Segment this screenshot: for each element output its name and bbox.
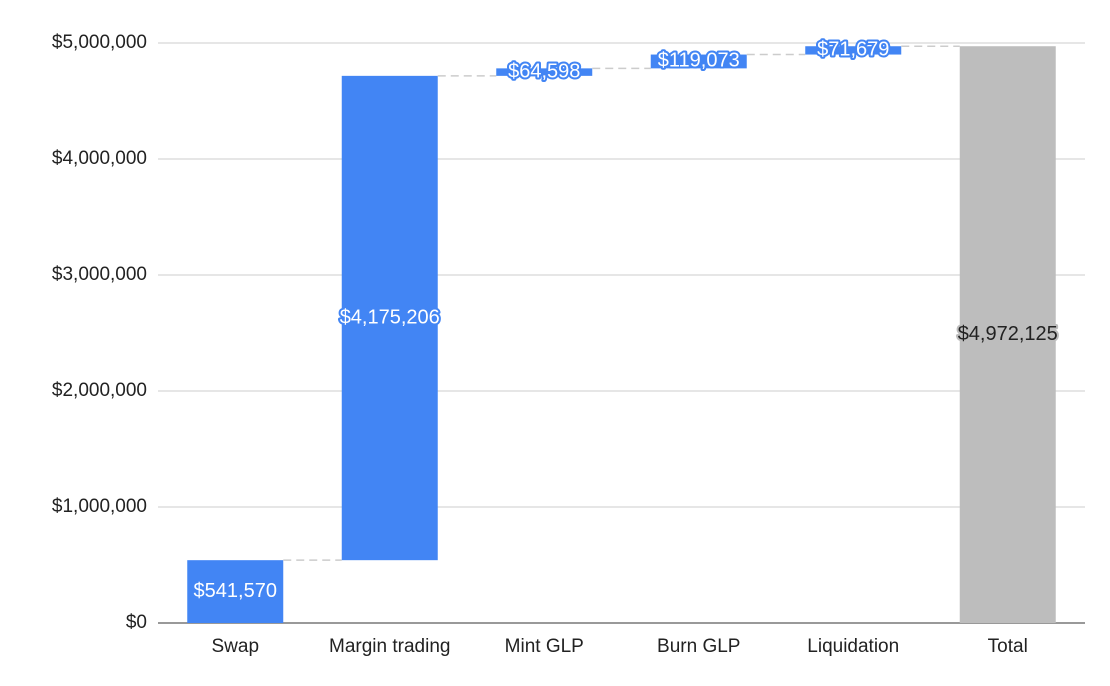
y-tick-label: $4,000,000 xyxy=(52,148,147,169)
x-tick-label: Swap xyxy=(211,636,259,657)
value-label: $4,175,206 xyxy=(340,306,440,328)
bar xyxy=(650,54,747,69)
value-label: $119,073 xyxy=(658,50,740,72)
x-tick-label: Margin trading xyxy=(329,636,450,657)
bar xyxy=(187,560,284,623)
value-label: $4,972,125 xyxy=(958,323,1058,345)
y-tick-label: $3,000,000 xyxy=(52,264,147,285)
y-tick-label: $2,000,000 xyxy=(52,380,147,401)
y-tick-label: $0 xyxy=(126,612,147,633)
x-tick-label: Burn GLP xyxy=(657,636,740,657)
y-tick-label: $1,000,000 xyxy=(52,496,147,517)
value-label: $541,570 xyxy=(194,580,277,602)
total-bar xyxy=(959,46,1056,623)
bar xyxy=(341,75,438,561)
x-tick-label: Mint GLP xyxy=(505,636,584,657)
bar xyxy=(805,46,902,55)
y-tick-label: $5,000,000 xyxy=(52,32,147,53)
value-label: $71,679 xyxy=(817,39,889,61)
x-tick-label: Liquidation xyxy=(807,636,899,657)
x-tick-label: Total xyxy=(988,636,1028,657)
value-label: $64,598 xyxy=(508,60,580,82)
bar xyxy=(496,68,593,76)
